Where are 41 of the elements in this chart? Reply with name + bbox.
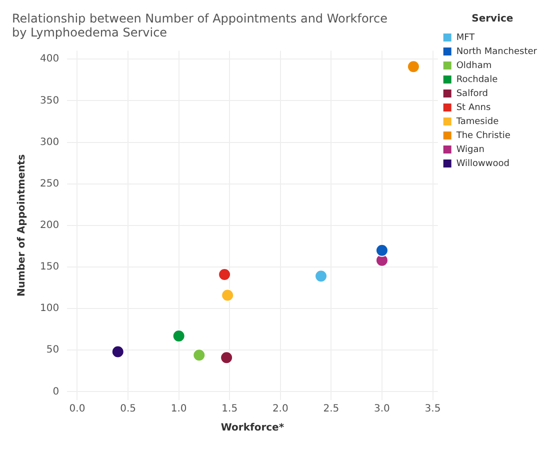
x-tick-label: 0.0 bbox=[69, 404, 86, 415]
point bbox=[218, 268, 232, 281]
y-tick-label: 300 bbox=[40, 136, 60, 148]
point bbox=[172, 329, 186, 342]
legend-label: St Anns bbox=[456, 102, 492, 113]
y-tick-label: 0 bbox=[52, 386, 60, 398]
x-tick-label: 3.0 bbox=[374, 404, 390, 415]
y-tick-label: 350 bbox=[40, 95, 60, 106]
legend-title: Service bbox=[472, 14, 514, 25]
x-tick-label: 1.5 bbox=[222, 404, 238, 415]
point bbox=[111, 345, 124, 358]
x-axis-title: Workforce* bbox=[220, 422, 285, 434]
text: by Lymphoedema Service bbox=[12, 26, 168, 40]
x-tick-label: 3.5 bbox=[424, 404, 441, 415]
y-tick-label: 400 bbox=[40, 54, 60, 65]
legend-label: Oldham bbox=[456, 60, 492, 71]
legend-label: The Christie bbox=[455, 130, 511, 141]
x-tick-label: 2.0 bbox=[272, 404, 288, 415]
point bbox=[375, 244, 388, 257]
legend-label: Wigan bbox=[456, 144, 484, 155]
y-tick-label: 50 bbox=[46, 344, 60, 356]
point bbox=[220, 351, 234, 364]
text: Relationship between Number of Appointments and Workforce bbox=[12, 11, 388, 26]
y-axis-title: Number of Appointments bbox=[16, 154, 28, 297]
point bbox=[192, 348, 206, 362]
legend-label: Tameside bbox=[455, 116, 500, 127]
x-tick-label: 1.0 bbox=[170, 404, 187, 415]
x-tick-label: 2.5 bbox=[323, 404, 340, 415]
legend-label: North Manchester bbox=[456, 46, 538, 57]
y-tick-label: 250 bbox=[40, 178, 60, 190]
y-tick-label: 200 bbox=[40, 220, 60, 231]
y-tick-label: 100 bbox=[40, 303, 60, 314]
legend-label: Willowwood bbox=[456, 158, 510, 169]
point bbox=[406, 60, 420, 74]
point bbox=[314, 270, 328, 283]
y-tick-label: 150 bbox=[40, 262, 60, 273]
legend-label: Salford bbox=[456, 88, 488, 99]
point bbox=[221, 288, 234, 302]
legend-label: MFT bbox=[456, 32, 476, 43]
legend-label: Rochdale bbox=[456, 74, 498, 85]
x-tick-label: 0.5 bbox=[120, 404, 136, 415]
